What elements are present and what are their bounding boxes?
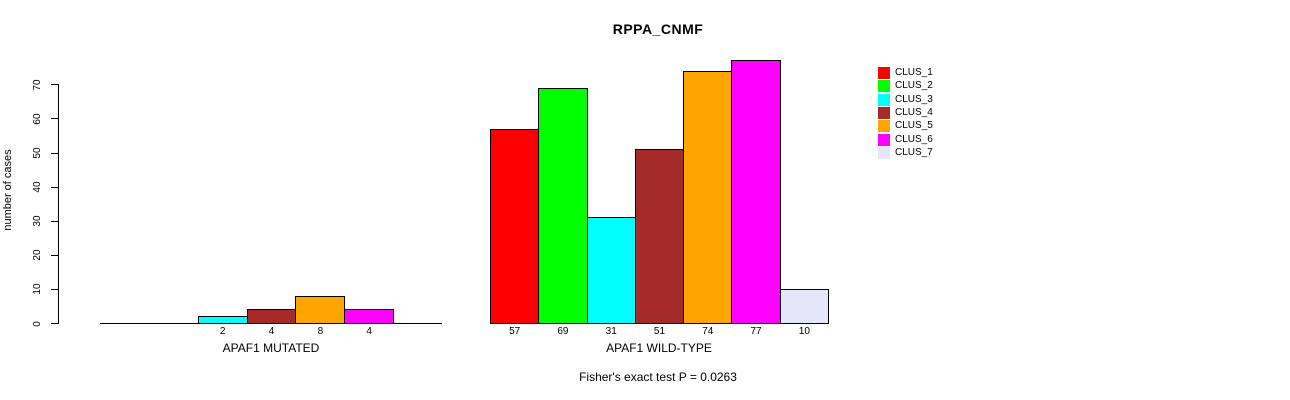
y-axis-tick-label: 40 [32, 181, 43, 193]
legend-item-label: CLUS_7 [895, 146, 933, 158]
y-axis-tick-label: 60 [32, 113, 43, 125]
y-axis-label: number of cases [2, 149, 14, 231]
y-axis-tick [51, 254, 59, 256]
bar-value-label: 69 [557, 326, 569, 337]
legend-swatch-clus_5 [878, 120, 890, 133]
legend-item-label: CLUS_5 [895, 120, 933, 132]
bar-value-label: 74 [702, 326, 714, 337]
bar-value-label: 77 [750, 326, 762, 337]
y-axis-tick [51, 118, 59, 120]
bar-clus_5 [683, 70, 733, 324]
y-axis-tick-label: 10 [32, 283, 43, 295]
bar-value-label: 4 [366, 326, 372, 337]
legend-swatch-clus_3 [878, 93, 890, 106]
legend-swatch-clus_2 [878, 80, 890, 93]
y-axis-tick [51, 186, 59, 188]
bar-value-label: 4 [268, 326, 275, 337]
bar-value-label: 10 [798, 326, 810, 337]
legend-swatch-clus_7 [878, 146, 890, 159]
y-axis-tick-label: 0 [32, 320, 43, 327]
bar-value-label: 2 [219, 326, 226, 337]
legend-item-label: CLUS_4 [895, 106, 933, 118]
y-axis-tick-label: 20 [32, 249, 43, 261]
bar-clus_2 [538, 87, 588, 324]
group-label-mutated: APAF1 MUTATED [222, 341, 320, 355]
legend-item-label: CLUS_6 [895, 133, 933, 145]
bar-clus_5 [295, 295, 346, 324]
y-axis-tick [51, 220, 59, 222]
y-axis-tick [51, 323, 59, 324]
y-axis-tick [51, 84, 59, 86]
y-axis-line [58, 84, 59, 324]
legend-item-label: CLUS_2 [895, 80, 933, 92]
bar-value-label: 31 [605, 326, 617, 337]
chart-title: RPPA_CNMF [612, 21, 704, 37]
bar-clus_6 [344, 309, 395, 324]
bar-clus_3 [586, 217, 636, 324]
legend-item-label: CLUS_1 [895, 67, 933, 78]
bar-clus_4 [246, 309, 297, 324]
bar-value-label: 8 [317, 326, 324, 337]
bar-clus_7 [779, 288, 829, 324]
bar-clus_3 [197, 316, 248, 324]
y-axis-tick-label: 70 [32, 79, 43, 91]
bar-clus_1 [490, 128, 540, 324]
legend-swatch-clus_4 [878, 106, 890, 119]
y-axis-tick [51, 288, 59, 290]
legend-swatch-clus_1 [878, 67, 890, 79]
bar-value-label: 57 [509, 326, 521, 337]
bar-value-label: 51 [653, 326, 666, 337]
fisher-test-annotation: Fisher's exact test P = 0.0263 [579, 370, 737, 384]
y-axis-tick-label: 30 [32, 215, 43, 227]
group-label-wildtype: APAF1 WILD-TYPE [606, 341, 712, 355]
y-axis-tick [51, 152, 59, 154]
legend-swatch-clus_6 [878, 133, 890, 146]
y-axis-tick-label: 50 [32, 147, 43, 159]
legend-item-label: CLUS_3 [895, 93, 933, 105]
bar-clus_6 [731, 60, 781, 324]
bar-clus_4 [634, 149, 685, 324]
